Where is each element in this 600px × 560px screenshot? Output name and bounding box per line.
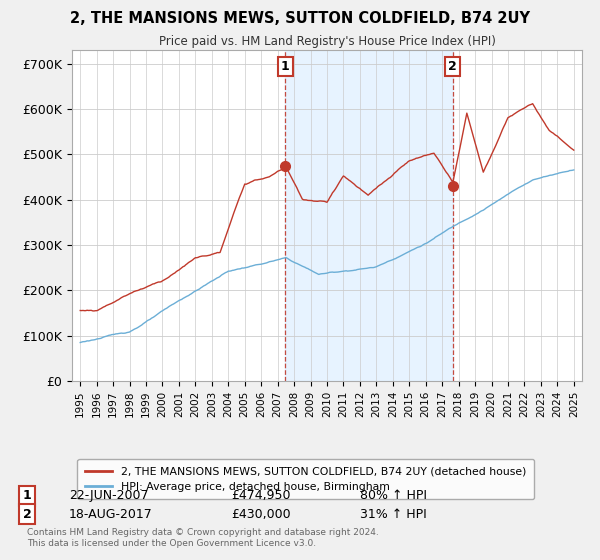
Text: 31% ↑ HPI: 31% ↑ HPI — [360, 507, 427, 521]
Text: 18-AUG-2017: 18-AUG-2017 — [69, 507, 153, 521]
Text: Contains HM Land Registry data © Crown copyright and database right 2024.
This d: Contains HM Land Registry data © Crown c… — [27, 528, 379, 548]
Title: Price paid vs. HM Land Registry's House Price Index (HPI): Price paid vs. HM Land Registry's House … — [158, 35, 496, 48]
Text: £474,950: £474,950 — [231, 489, 290, 502]
Text: 2: 2 — [448, 60, 457, 73]
Text: 22-JUN-2007: 22-JUN-2007 — [69, 489, 149, 502]
Text: 2: 2 — [23, 507, 31, 521]
Text: 80% ↑ HPI: 80% ↑ HPI — [360, 489, 427, 502]
Text: 1: 1 — [281, 60, 290, 73]
Bar — [286, 50, 452, 381]
Text: 1: 1 — [23, 489, 31, 502]
Text: £430,000: £430,000 — [231, 507, 290, 521]
Text: 2, THE MANSIONS MEWS, SUTTON COLDFIELD, B74 2UY: 2, THE MANSIONS MEWS, SUTTON COLDFIELD, … — [70, 11, 530, 26]
Legend: 2, THE MANSIONS MEWS, SUTTON COLDFIELD, B74 2UY (detached house), HPI: Average p: 2, THE MANSIONS MEWS, SUTTON COLDFIELD, … — [77, 459, 534, 500]
